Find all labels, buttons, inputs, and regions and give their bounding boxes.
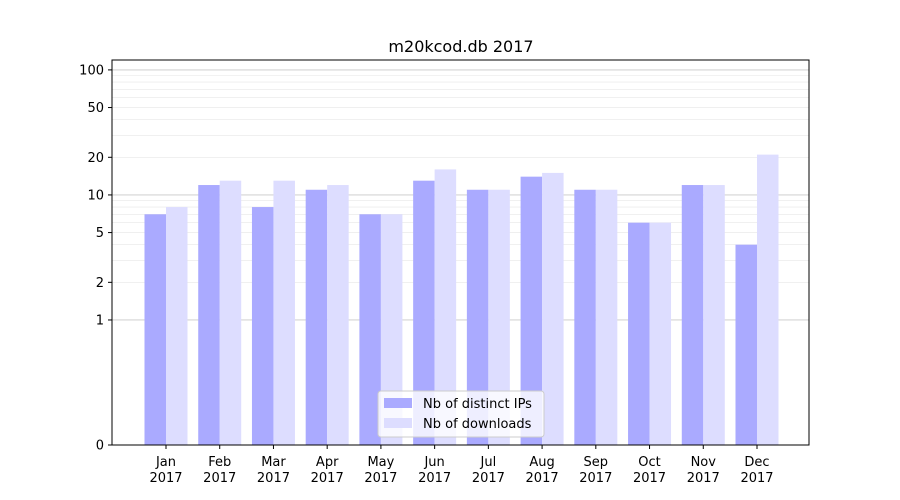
bar-distinct-ips bbox=[251, 207, 274, 445]
bar-distinct-ips bbox=[359, 214, 381, 445]
y-tick-label: 10 bbox=[87, 188, 104, 203]
x-tick-label-year: 2017 bbox=[579, 471, 612, 486]
x-tick-label-month: Nov bbox=[691, 455, 717, 470]
bar-distinct-ips bbox=[413, 180, 435, 445]
x-tick-label-month: Sep bbox=[584, 455, 609, 470]
bar-downloads bbox=[649, 222, 672, 445]
x-tick-label-month: Feb bbox=[208, 455, 231, 470]
x-tick-label-month: Oct bbox=[638, 455, 660, 470]
x-tick-label-year: 2017 bbox=[472, 471, 505, 486]
bar-downloads bbox=[166, 207, 188, 445]
x-tick-label-year: 2017 bbox=[203, 471, 236, 486]
y-tick-label: 2 bbox=[96, 276, 104, 291]
x-tick-label-year: 2017 bbox=[311, 471, 344, 486]
x-tick-label-year: 2017 bbox=[149, 471, 182, 486]
x-tick-label-month: May bbox=[367, 455, 394, 470]
bars bbox=[144, 154, 779, 446]
bar-distinct-ips bbox=[466, 189, 489, 445]
bar-downloads bbox=[757, 154, 779, 446]
y-tick-label: 0 bbox=[96, 439, 104, 454]
y-tick-label: 100 bbox=[79, 63, 104, 78]
bar-downloads bbox=[542, 172, 564, 445]
x-tick-label-year: 2017 bbox=[687, 471, 720, 486]
bar-downloads bbox=[380, 214, 403, 445]
legend-label: Nb of downloads bbox=[423, 417, 532, 432]
bar-downloads bbox=[595, 189, 618, 445]
x-tick-label-year: 2017 bbox=[257, 471, 290, 486]
y-axis: 0 1 2 5 10 20 50 100 bbox=[79, 63, 112, 454]
x-tick-label-month: Mar bbox=[261, 455, 286, 470]
chart-title: m20kcod.db 2017 bbox=[388, 37, 533, 56]
y-tick-label: 1 bbox=[96, 313, 104, 328]
x-tick-label-month: Aug bbox=[529, 455, 554, 470]
bar-distinct-ips bbox=[305, 189, 328, 445]
bar-downloads bbox=[273, 180, 295, 445]
y-tick-label: 5 bbox=[96, 226, 104, 241]
legend-swatch bbox=[384, 418, 412, 428]
x-tick-label-month: Jan bbox=[155, 455, 176, 470]
bar-distinct-ips bbox=[574, 189, 596, 445]
bar-downloads bbox=[703, 185, 725, 445]
bar-distinct-ips bbox=[735, 244, 757, 445]
legend-label: Nb of distinct IPs bbox=[423, 397, 532, 412]
bar-distinct-ips bbox=[520, 176, 543, 445]
x-tick-label-year: 2017 bbox=[364, 471, 397, 486]
bar-downloads bbox=[488, 189, 510, 445]
x-tick-label-year: 2017 bbox=[740, 471, 773, 486]
bar-distinct-ips bbox=[681, 185, 704, 445]
legend: Nb of distinct IPs Nb of downloads bbox=[377, 390, 545, 438]
bar-distinct-ips bbox=[628, 222, 650, 445]
x-axis: Jan2017Feb2017Mar2017Apr2017May2017Jun20… bbox=[149, 445, 774, 486]
bar-downloads bbox=[327, 185, 349, 445]
x-tick-label-month: Jul bbox=[480, 455, 497, 470]
y-tick-label: 50 bbox=[87, 101, 104, 116]
x-tick-label-year: 2017 bbox=[526, 471, 559, 486]
x-tick-label-year: 2017 bbox=[418, 471, 451, 486]
bar-downloads bbox=[219, 180, 242, 445]
legend-swatch bbox=[384, 398, 412, 408]
legend-box bbox=[377, 390, 545, 438]
y-tick-label: 20 bbox=[87, 151, 104, 166]
bar-distinct-ips bbox=[144, 214, 166, 445]
x-tick-label-month: Jun bbox=[423, 455, 444, 470]
plot-frame bbox=[111, 59, 810, 446]
bar-downloads bbox=[434, 169, 457, 445]
bar-distinct-ips bbox=[198, 185, 220, 445]
x-tick-label-year: 2017 bbox=[633, 471, 666, 486]
x-tick-label-month: Apr bbox=[316, 455, 339, 470]
x-tick-label-month: Dec bbox=[744, 455, 769, 470]
